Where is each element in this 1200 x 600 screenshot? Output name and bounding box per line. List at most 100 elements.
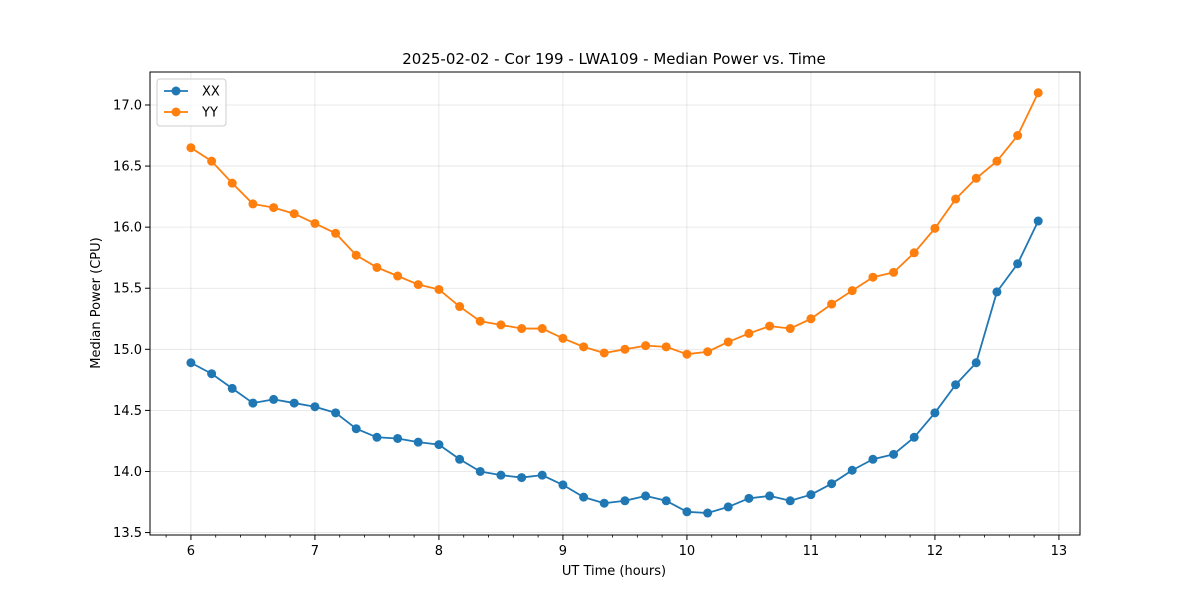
- series-point-xx: [599, 498, 609, 508]
- series-point-yy: [971, 173, 981, 183]
- series-point-yy: [889, 267, 899, 277]
- series-point-yy: [661, 342, 671, 352]
- x-axis-label: UT Time (hours): [562, 564, 666, 579]
- series-point-xx: [682, 507, 692, 517]
- series-point-yy: [909, 248, 919, 258]
- series-point-yy: [703, 347, 713, 357]
- series-point-xx: [620, 496, 630, 506]
- series-point-xx: [661, 496, 671, 506]
- x-tick-label: 10: [679, 544, 696, 559]
- series-point-yy: [475, 316, 485, 326]
- series-point-xx: [703, 508, 713, 518]
- series-point-xx: [579, 492, 589, 502]
- x-tick-label: 13: [1051, 544, 1068, 559]
- y-axis: 13.5 14.0 14.5 15.0 15.5 16.0 16.5 17.0: [113, 98, 150, 541]
- series-point-xx: [455, 454, 465, 464]
- series-point-yy: [723, 337, 733, 347]
- series-point-yy: [951, 194, 961, 204]
- series-point-xx: [641, 491, 651, 501]
- series-point-yy: [186, 143, 196, 153]
- series-point-yy: [537, 324, 547, 334]
- series-point-xx: [207, 369, 217, 379]
- series-point-yy: [455, 302, 465, 312]
- series-point-yy: [579, 342, 589, 352]
- series-point-xx: [785, 496, 795, 506]
- series-point-yy: [248, 199, 258, 209]
- x-tick-label: 11: [803, 544, 820, 559]
- series-point-xx: [269, 394, 279, 404]
- series-point-yy: [641, 341, 651, 351]
- y-tick-label: 14.0: [113, 465, 142, 480]
- series-point-xx: [930, 408, 940, 418]
- y-tick-label: 13.5: [113, 526, 142, 541]
- y-tick-label: 16.5: [113, 160, 142, 175]
- series-point-yy: [1013, 131, 1023, 141]
- series-point-yy: [413, 280, 423, 290]
- series-point-yy: [599, 348, 609, 358]
- series-point-yy: [765, 321, 775, 331]
- y-tick-label: 15.5: [113, 282, 142, 297]
- series-point-xx: [951, 380, 961, 390]
- x-tick-label: 9: [559, 544, 567, 559]
- series-point-xx: [971, 358, 981, 368]
- series-point-xx: [909, 432, 919, 442]
- x-tick-label: 8: [435, 544, 443, 559]
- series-point-yy: [868, 272, 878, 282]
- series-layer: [186, 88, 1043, 518]
- series-point-yy: [930, 223, 940, 233]
- y-tick-label: 17.0: [113, 98, 142, 113]
- series-point-xx: [992, 287, 1002, 297]
- series-point-xx: [517, 473, 527, 483]
- series-point-yy: [289, 209, 299, 219]
- series-point-xx: [558, 480, 568, 490]
- x-tick-label: 7: [311, 544, 319, 559]
- series-point-yy: [269, 203, 279, 213]
- series-point-yy: [393, 271, 403, 281]
- series-point-yy: [992, 156, 1002, 166]
- series-point-xx: [744, 493, 754, 503]
- series-point-xx: [475, 466, 485, 476]
- series-point-xx: [413, 437, 423, 447]
- y-tick-label: 16.0: [113, 221, 142, 236]
- series-point-yy: [227, 178, 237, 188]
- series-point-xx: [1013, 259, 1023, 269]
- series-point-xx: [227, 383, 237, 393]
- series-point-xx: [310, 402, 320, 412]
- series-point-yy: [351, 250, 361, 260]
- series-point-yy: [620, 344, 630, 354]
- series-point-yy: [744, 328, 754, 338]
- series-point-yy: [827, 299, 837, 309]
- series-point-yy: [496, 320, 506, 330]
- series-point-xx: [1033, 216, 1043, 226]
- series-point-yy: [682, 349, 692, 359]
- series-point-yy: [310, 218, 320, 228]
- series-point-xx: [537, 470, 547, 480]
- y-tick-label: 15.0: [113, 343, 142, 358]
- series-point-xx: [372, 432, 382, 442]
- series-point-xx: [393, 433, 403, 443]
- legend-label-yy: YY: [201, 106, 218, 121]
- series-point-xx: [868, 454, 878, 464]
- series-point-xx: [723, 502, 733, 512]
- series-point-yy: [434, 284, 444, 294]
- series-point-yy: [785, 324, 795, 334]
- series-point-xx: [186, 358, 196, 368]
- series-point-xx: [434, 440, 444, 450]
- x-tick-label: 6: [187, 544, 195, 559]
- series-point-xx: [351, 424, 361, 434]
- y-tick-label: 14.5: [113, 404, 142, 419]
- legend-label-xx: XX: [202, 85, 220, 100]
- chart-title: 2025-02-02 - Cor 199 - LWA109 - Median P…: [402, 50, 826, 68]
- series-point-yy: [331, 228, 341, 238]
- legend: XX YY: [156, 78, 227, 127]
- series-point-yy: [517, 324, 527, 334]
- axes-frame: [149, 71, 1081, 536]
- series-point-yy: [207, 156, 217, 166]
- series-point-xx: [496, 470, 506, 480]
- y-axis-label: Median Power (CPU): [89, 237, 104, 368]
- series-point-xx: [806, 490, 816, 500]
- series-point-xx: [889, 449, 899, 459]
- series-point-xx: [331, 408, 341, 418]
- series-point-xx: [248, 398, 258, 408]
